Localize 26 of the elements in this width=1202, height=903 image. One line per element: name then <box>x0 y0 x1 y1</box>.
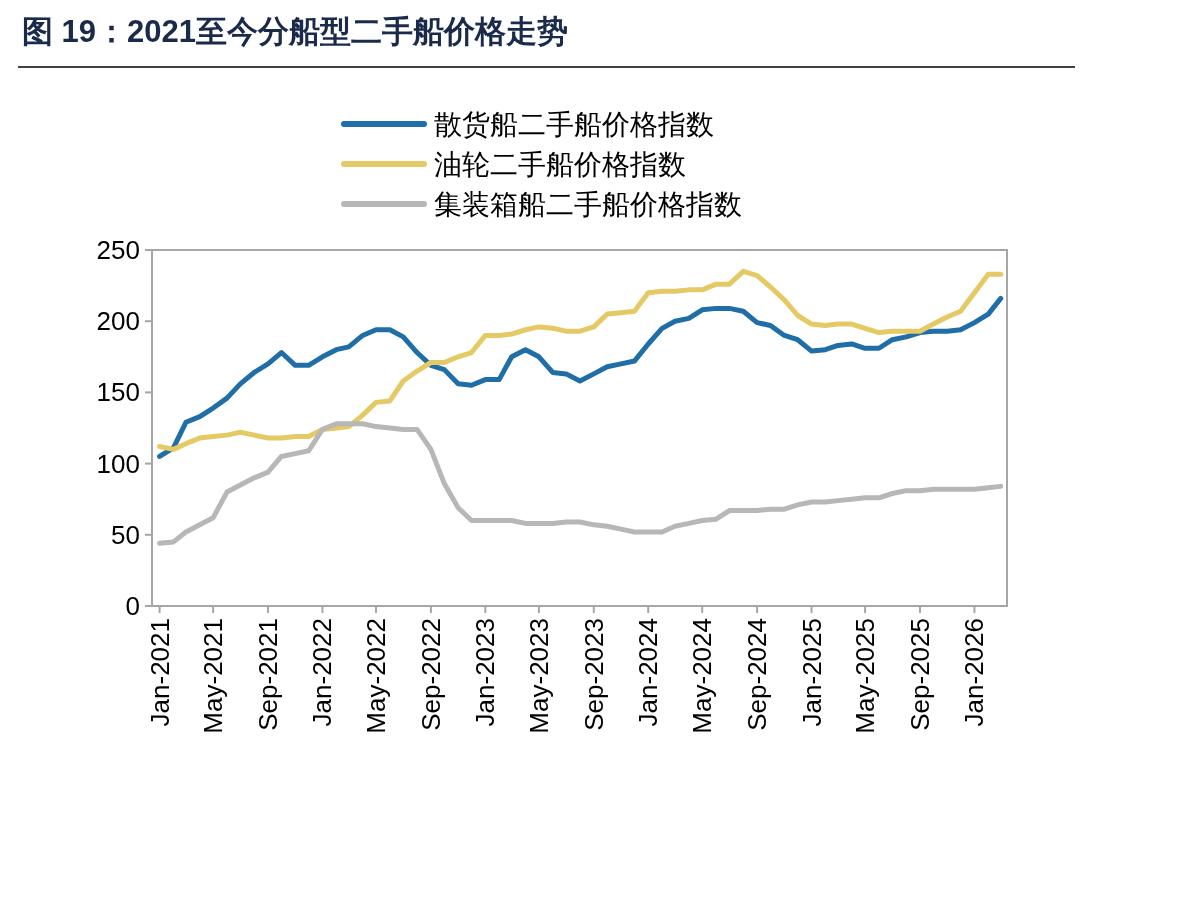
x-tick-label: Sep-2025 <box>904 618 935 731</box>
y-tick-label: 250 <box>96 235 140 265</box>
y-tick-label: 150 <box>96 377 140 408</box>
x-tick-label: Jan-2026 <box>959 618 990 727</box>
x-tick-label: Jan-2022 <box>307 618 338 727</box>
x-tick-label: Sep-2022 <box>415 618 446 731</box>
y-tick-label: 200 <box>96 306 140 337</box>
chart-title: 图 19：2021至今分船型二手船价格走势 <box>22 14 569 49</box>
x-tick-label: May-2022 <box>361 618 392 734</box>
x-tick-label: Sep-2023 <box>578 618 609 731</box>
legend-label: 散货船二手船价格指数 <box>434 109 714 140</box>
x-tick-label: Jan-2023 <box>470 618 501 727</box>
y-tick-label: 100 <box>96 448 140 479</box>
x-tick-label: Sep-2021 <box>253 618 284 731</box>
x-tick-label: Jan-2021 <box>144 618 175 727</box>
x-tick-label: May-2025 <box>850 618 881 734</box>
x-tick-label: May-2023 <box>523 618 554 734</box>
x-tick-label: Jan-2025 <box>796 618 827 727</box>
y-tick-label: 50 <box>111 519 140 550</box>
x-tick-label: May-2021 <box>198 618 229 734</box>
x-tick-label: May-2024 <box>687 618 718 734</box>
x-tick-label: Jan-2024 <box>633 618 664 727</box>
y-tick-label: 0 <box>125 591 140 621</box>
legend-label: 油轮二手船价格指数 <box>434 149 686 180</box>
x-tick-label: Sep-2024 <box>742 618 773 731</box>
legend-label: 集装箱船二手船价格指数 <box>434 189 742 220</box>
